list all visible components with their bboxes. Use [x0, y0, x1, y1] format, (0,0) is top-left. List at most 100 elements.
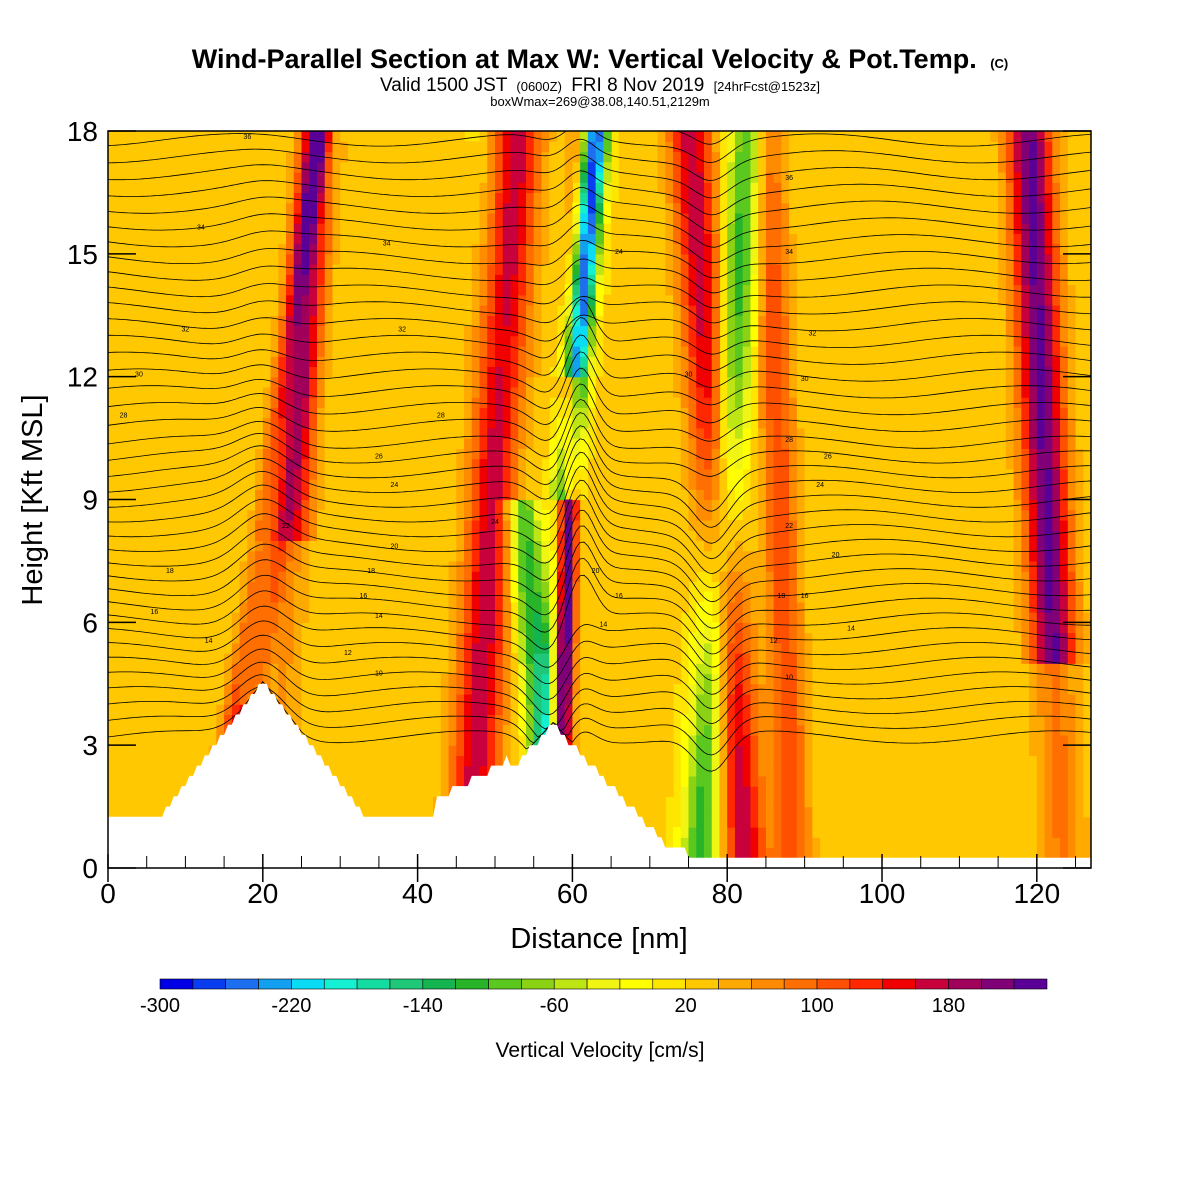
velocity-cell [425, 724, 434, 736]
velocity-cell [518, 448, 527, 460]
velocity-cell [471, 315, 481, 327]
velocity-cell [185, 693, 194, 705]
velocity-cell [138, 171, 148, 183]
velocity-cell [425, 663, 434, 675]
velocity-cell [417, 622, 426, 634]
velocity-cell [642, 612, 651, 623]
velocity-cell [216, 366, 225, 378]
velocity-cell [247, 345, 256, 357]
velocity-cell [649, 571, 659, 582]
velocity-cell [549, 591, 558, 603]
velocity-cell [464, 182, 473, 194]
velocity-cell [162, 714, 171, 726]
velocity-cell [324, 755, 334, 767]
velocity-cell [510, 305, 519, 316]
velocity-cell [409, 264, 419, 275]
velocity-cell [177, 704, 187, 716]
velocity-cell [108, 786, 117, 797]
velocity-cell [162, 509, 171, 521]
velocity-cell [634, 192, 643, 204]
velocity-cell [611, 601, 620, 613]
velocity-cell [378, 632, 388, 644]
velocity-cell [293, 376, 303, 388]
velocity-cell [456, 171, 465, 183]
velocity-cell [154, 632, 163, 644]
velocity-cell [146, 223, 156, 234]
velocity-cell [162, 243, 171, 255]
velocity-cell [634, 632, 643, 644]
velocity-cell [185, 571, 194, 582]
velocity-cell [425, 305, 434, 316]
velocity-cell [618, 632, 628, 644]
velocity-cell [316, 479, 326, 490]
velocity-cell [115, 468, 125, 480]
velocity-cell [378, 530, 388, 542]
velocity-cell [108, 673, 117, 685]
velocity-cell [332, 499, 341, 511]
velocity-cell [138, 509, 148, 521]
velocity-cell [278, 540, 287, 552]
velocity-cell [185, 724, 194, 736]
velocity-cell [425, 765, 434, 777]
velocity-cell [239, 305, 248, 316]
velocity-cell [355, 182, 365, 194]
velocity-cell [169, 775, 179, 787]
velocity-cell [572, 202, 581, 214]
velocity-cell [611, 356, 620, 368]
velocity-cell [270, 673, 279, 685]
velocity-cell [332, 683, 341, 695]
velocity-cell [247, 622, 256, 634]
velocity-cell [301, 223, 310, 234]
velocity-cell [316, 335, 326, 347]
velocity-cell [642, 745, 651, 757]
velocity-cell [123, 161, 132, 173]
velocity-cell [518, 530, 527, 542]
velocity-cell [371, 601, 380, 613]
velocity-cell [255, 356, 264, 368]
velocity-cell [618, 264, 628, 275]
velocity-cell [108, 489, 117, 501]
velocity-cell [301, 243, 310, 255]
velocity-cell [580, 417, 589, 429]
velocity-cell [108, 161, 117, 173]
velocity-cell [378, 458, 388, 470]
velocity-cell [363, 335, 372, 347]
velocity-cell [634, 663, 643, 675]
velocity-cell [417, 499, 426, 511]
velocity-cell [417, 806, 426, 818]
velocity-cell [572, 294, 581, 306]
velocity-cell [487, 243, 496, 255]
velocity-cell [131, 571, 140, 582]
velocity-cell [471, 550, 481, 562]
velocity-cell [231, 335, 241, 347]
velocity-cell [185, 765, 194, 777]
velocity-cell [618, 356, 628, 368]
velocity-cell [642, 550, 651, 562]
velocity-cell [649, 560, 659, 572]
velocity-cell [618, 407, 628, 419]
velocity-cell [587, 591, 597, 603]
velocity-cell [169, 427, 179, 439]
velocity-cell [580, 571, 589, 582]
velocity-cell [239, 264, 248, 275]
velocity-cell [479, 407, 488, 419]
velocity-cell [208, 642, 217, 654]
velocity-cell [587, 560, 597, 572]
velocity-cell [642, 601, 651, 613]
velocity-cell [448, 642, 457, 654]
velocity-cell [301, 131, 310, 142]
velocity-cell [138, 519, 148, 531]
velocity-cell [626, 305, 635, 316]
velocity-cell [556, 376, 566, 388]
velocity-cell [278, 223, 287, 234]
velocity-cell [572, 601, 581, 613]
velocity-cell [355, 591, 365, 603]
velocity-cell [603, 417, 612, 429]
velocity-cell [533, 489, 543, 501]
velocity-cell [169, 765, 179, 777]
velocity-cell [502, 734, 512, 746]
velocity-cell [549, 468, 558, 480]
velocity-cell [177, 192, 187, 204]
velocity-cell [146, 714, 156, 726]
velocity-cell [541, 622, 550, 634]
